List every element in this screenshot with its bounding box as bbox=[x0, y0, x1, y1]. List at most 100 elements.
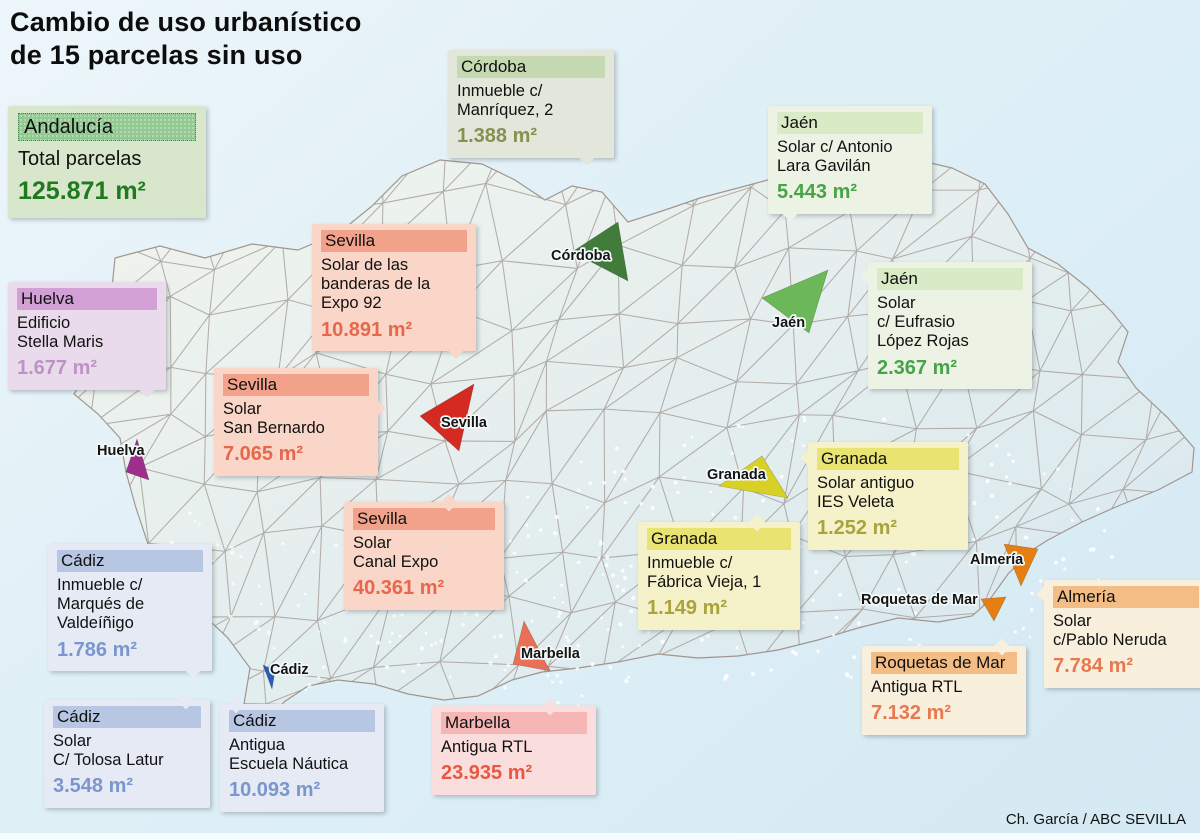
callout-line: Lara Gavilán bbox=[777, 157, 871, 176]
stipple-dot bbox=[230, 550, 235, 555]
stipple-dot bbox=[566, 638, 571, 643]
callout-value: 23.935 m² bbox=[441, 762, 533, 785]
parcel-marker-almer-a bbox=[1003, 543, 1039, 587]
stipple-dot bbox=[317, 676, 321, 680]
stipple-dot bbox=[390, 632, 394, 636]
stipple-dot bbox=[733, 515, 738, 520]
stipple-dot bbox=[838, 592, 843, 597]
callout-sevilla-2: Sevilla Solar San Bernardo 7.065 m² bbox=[214, 368, 386, 476]
stipple-dot bbox=[555, 673, 560, 678]
stipple-dot bbox=[1102, 529, 1107, 533]
callout-almeria: Almería Solar c/Pablo Neruda 7.784 m² bbox=[1036, 580, 1200, 688]
stipple-dot bbox=[1070, 518, 1074, 522]
stipple-dot bbox=[474, 612, 479, 617]
callout-line: Solar bbox=[223, 399, 262, 418]
bottom-strip bbox=[0, 833, 1200, 840]
callout-line: Antigua bbox=[229, 735, 285, 754]
stipple-dot bbox=[790, 439, 794, 442]
callout-line: Stella Maris bbox=[17, 333, 104, 352]
stipple-dot bbox=[682, 476, 686, 480]
callout-line: Solar bbox=[877, 293, 916, 312]
stipple-dot bbox=[844, 672, 850, 677]
stipple-dot bbox=[741, 425, 745, 429]
stipple-dot bbox=[424, 631, 428, 635]
stipple-dot bbox=[761, 498, 766, 503]
callout-header: Roquetas de Mar bbox=[871, 652, 1017, 674]
parcel-marker-c-rdoba bbox=[571, 221, 629, 282]
stipple-dot bbox=[1056, 467, 1060, 471]
city-label-marbella: Marbella bbox=[521, 646, 581, 662]
stipple-dot bbox=[230, 545, 234, 550]
city-label-ja-n: Jaén bbox=[772, 315, 805, 331]
parcel-marker-marbella bbox=[512, 620, 551, 672]
callout-header: Sevilla bbox=[353, 508, 495, 530]
stipple-dot bbox=[523, 578, 528, 583]
stipple-dot bbox=[515, 571, 519, 574]
callout-marbella: Marbella Antigua RTL 23.935 m² bbox=[432, 698, 596, 795]
stipple-dot bbox=[913, 611, 918, 615]
stipple-dot bbox=[530, 619, 534, 623]
parcel-marker-sevilla bbox=[419, 383, 475, 452]
page-title-line2: de 15 parcelas sin uso bbox=[10, 39, 303, 70]
parcel-marker-roquetas-de-mar bbox=[980, 596, 1007, 622]
city-label-c-diz: Cádiz bbox=[270, 662, 309, 678]
callout-line: Canal Expo bbox=[353, 553, 439, 572]
page-title-line1: Cambio de uso urbanístico bbox=[10, 7, 362, 37]
stipple-dot bbox=[604, 563, 609, 568]
stipple-dot bbox=[646, 630, 651, 634]
city-label-huelva: Huelva bbox=[97, 443, 145, 459]
andalucia-total-value: 125.871 m² bbox=[18, 177, 146, 205]
callout-header: Sevilla bbox=[321, 230, 467, 252]
stipple-dot bbox=[690, 435, 694, 439]
callout-header: Granada bbox=[647, 528, 791, 550]
stipple-dot bbox=[615, 584, 620, 588]
stipple-dot bbox=[791, 649, 796, 655]
stipple-dot bbox=[816, 649, 820, 654]
callout-sevilla-1: Sevilla Solar de las banderas de la Expo 92… bbox=[312, 224, 476, 359]
stipple-dot bbox=[723, 677, 727, 681]
stipple-dot bbox=[620, 645, 625, 649]
stipple-dot bbox=[711, 512, 715, 516]
stipple-dot bbox=[650, 505, 655, 510]
callout-value: 1.388 m² bbox=[457, 125, 538, 148]
stipple-dot bbox=[852, 655, 857, 660]
stipple-dot bbox=[802, 444, 805, 447]
stipple-dot bbox=[559, 583, 564, 587]
stipple-dot bbox=[463, 611, 467, 616]
stipple-dot bbox=[1063, 567, 1067, 571]
stipple-dot bbox=[624, 678, 629, 684]
andalucia-total-box: Andalucía Total parcelas 125.871 m² bbox=[8, 106, 206, 218]
stipple-dot bbox=[439, 638, 443, 643]
callout-line: San Bernardo bbox=[223, 419, 325, 438]
stipple-dot bbox=[525, 523, 529, 527]
stipple-dot bbox=[256, 626, 261, 632]
stipple-dot bbox=[317, 630, 321, 633]
stipple-dot bbox=[388, 640, 392, 644]
stipple-dot bbox=[736, 423, 741, 428]
city-label-almer-a: Almería bbox=[970, 552, 1024, 568]
stipple-dot bbox=[215, 543, 220, 547]
stipple-dot bbox=[611, 573, 616, 578]
stipple-dot bbox=[384, 665, 390, 670]
callout-value: 1.786 m² bbox=[57, 638, 138, 661]
callout-cordoba: Córdoba Inmueble c/Manríquez, 2 1.388 m² bbox=[448, 50, 614, 166]
stipple-dot bbox=[995, 443, 999, 448]
stipple-dot bbox=[989, 462, 994, 467]
stipple-dot bbox=[966, 433, 970, 437]
stipple-dot bbox=[506, 663, 511, 667]
callout-sevilla-3: Sevilla Solar Canal Expo 40.361 m² bbox=[344, 494, 504, 610]
stipple-dot bbox=[376, 640, 381, 645]
callout-header: Cádiz bbox=[229, 710, 375, 732]
stipple-dot bbox=[1011, 459, 1015, 464]
stipple-dot bbox=[621, 469, 626, 474]
stipple-dot bbox=[419, 646, 425, 651]
stipple-dot bbox=[401, 669, 406, 674]
callout-line: C/ Tolosa Latur bbox=[53, 751, 164, 770]
stipple-dot bbox=[849, 675, 853, 680]
callout-line: c/ Eufrasio bbox=[877, 313, 955, 332]
stipple-dot bbox=[735, 646, 739, 650]
stipple-dot bbox=[586, 505, 589, 509]
stipple-dot bbox=[429, 643, 434, 647]
callout-line: c/Pablo Neruda bbox=[1053, 631, 1167, 650]
stipple-dot bbox=[856, 621, 861, 626]
